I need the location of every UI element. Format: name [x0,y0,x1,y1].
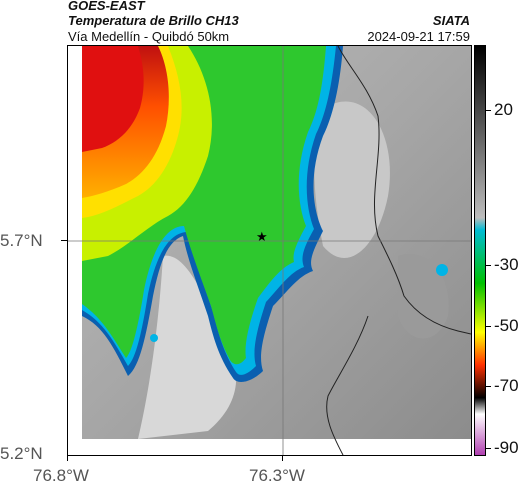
colorbar-label-minus-90: -90 [494,438,519,457]
lon-label-76-3: 76.3°W [249,466,305,485]
lat-label-5-7: 5.7°N [0,231,43,250]
satellite-title: GOES-EAST [68,0,145,13]
map-plot: ★ [67,45,472,456]
colorbar-tick [486,326,491,327]
colorbar-label-minus-50: -50 [494,316,519,335]
brightness-temperature-map [68,46,471,455]
lon-label-76-8: 76.8°W [33,466,89,485]
colorbar-tick [486,386,491,387]
lat-label-5-2: 5.2°N [0,444,43,463]
colorbar-label-minus-30: -30 [494,255,519,274]
star-icon: ★ [256,229,268,244]
colorbar [474,45,486,456]
colorbar-label-20: 20 [494,100,513,119]
colorbar-label-minus-70: -70 [494,376,519,395]
product-title: Temperatura de Brillo CH13 [68,13,239,28]
x-tick [282,455,283,461]
org-label: SIATA [432,13,470,28]
colorbar-tick [486,448,491,449]
region-subtitle: Vía Medellín - Quibdó 50km [68,29,230,44]
x-tick [67,455,68,461]
colorbar-tick [486,110,491,111]
y-tick [61,240,67,241]
colorbar-tick [486,265,491,266]
timestamp: 2024-09-21 17:59 [367,29,470,44]
